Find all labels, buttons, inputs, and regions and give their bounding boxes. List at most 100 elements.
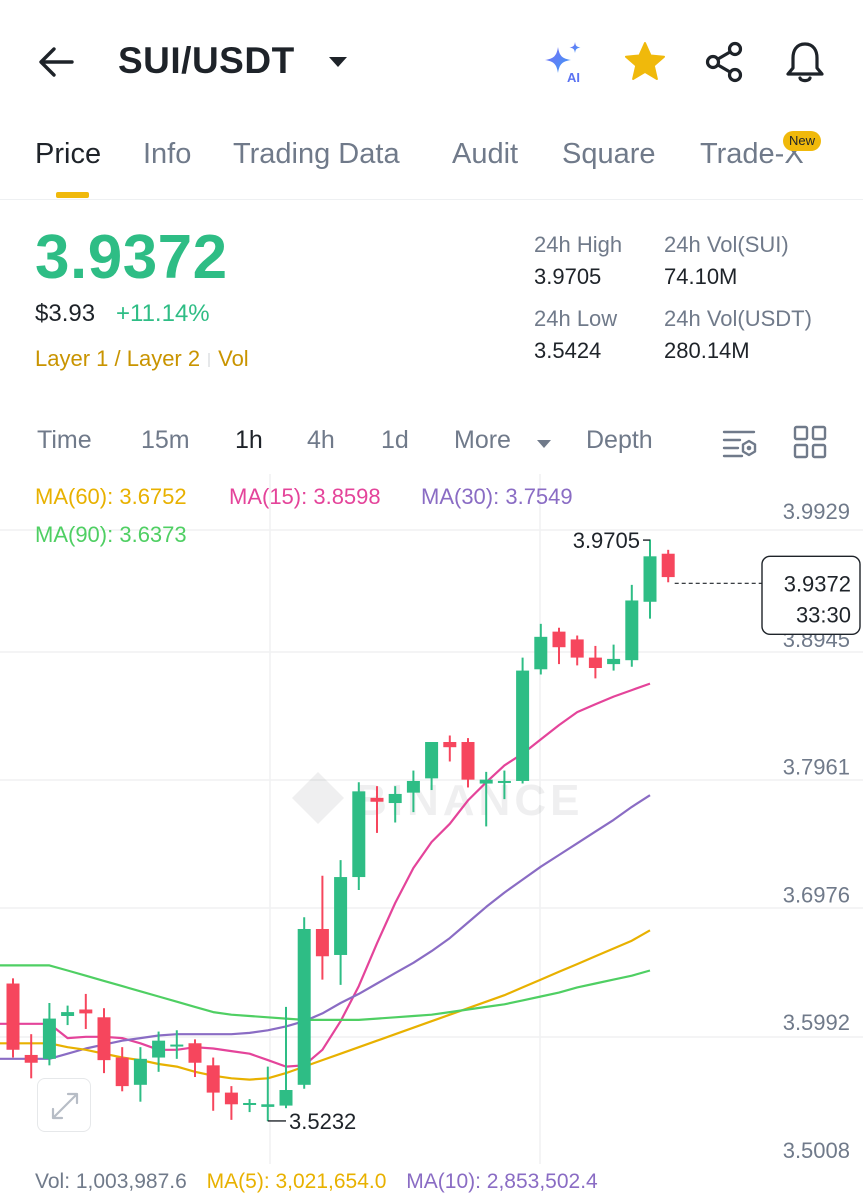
price-change-percent: +11.14%	[116, 300, 210, 327]
y-tick-label: 3.9929	[783, 499, 850, 524]
tag-category[interactable]: Layer 1 / Layer 2	[35, 346, 201, 371]
y-tick-label: 3.5008	[783, 1138, 850, 1163]
candle-body	[6, 983, 20, 1050]
candle-body	[625, 600, 639, 661]
candle-body	[352, 791, 366, 878]
candle-countdown: 33:30	[796, 602, 851, 627]
chevron-down-icon[interactable]	[536, 438, 552, 450]
candle-body	[24, 1054, 38, 1063]
candle-body	[188, 1043, 202, 1063]
candle-body	[115, 1057, 129, 1087]
candle-body	[370, 797, 384, 802]
price-chart[interactable]: BINANCE3.99293.89453.79613.69763.59923.5…	[0, 474, 863, 1200]
top-bar: SUI/USDT AI	[0, 0, 863, 120]
candle-body	[315, 928, 329, 957]
watermark-logo	[292, 772, 344, 824]
star-icon[interactable]	[621, 38, 669, 86]
candle-body	[97, 1017, 111, 1061]
candle-body	[170, 1044, 184, 1047]
y-tick-label: 3.5992	[783, 1010, 850, 1035]
tab-trading-data[interactable]: Trading Data	[233, 138, 400, 170]
candle-body	[643, 556, 657, 602]
vol-base-value: 74.10M	[664, 264, 738, 289]
low-label: 24h Low	[534, 306, 618, 331]
fullscreen-button[interactable]	[37, 1078, 91, 1132]
active-tab-indicator	[56, 192, 89, 198]
ma-line-ma30	[0, 794, 651, 1060]
ma15-label: MA(15): 3.8598	[229, 484, 381, 509]
interval-depth[interactable]: Depth	[586, 426, 653, 454]
candle-body	[425, 742, 439, 779]
volume-summary: Vol: 1,003,987.6 MA(5): 3,021,654.0 MA(1…	[35, 1170, 598, 1194]
share-icon[interactable]	[701, 38, 749, 86]
ma-line-ma15	[0, 682, 651, 1068]
candle-body	[461, 742, 475, 780]
usd-price: $3.93	[35, 300, 96, 327]
candle-body	[61, 1012, 75, 1016]
tab-price[interactable]: Price	[35, 138, 102, 170]
candle-body	[133, 1058, 147, 1085]
tab-info[interactable]: Info	[143, 138, 192, 170]
chevron-down-icon[interactable]	[326, 52, 350, 72]
current-price-label: 3.9372	[784, 571, 851, 596]
candle-body	[79, 1009, 93, 1014]
vol-quote-value: 280.14M	[664, 338, 750, 363]
interval-4h[interactable]: 4h	[307, 426, 335, 454]
candle-body	[588, 657, 602, 668]
candle-body	[243, 1102, 257, 1105]
vol-quote-label: 24h Vol(USDT)	[664, 306, 812, 331]
tab-audit[interactable]: Audit	[452, 138, 519, 170]
candle-body	[516, 670, 530, 781]
candle-body	[497, 780, 511, 783]
candle-body	[206, 1065, 220, 1093]
candle-body	[406, 780, 420, 793]
tag-vol[interactable]: Vol	[218, 346, 249, 371]
candle-body	[552, 631, 566, 648]
y-tick-label: 3.6976	[783, 882, 850, 907]
candle-body	[534, 636, 548, 670]
ma-line-ma90	[0, 964, 651, 1022]
high-marker-label: 3.9705	[573, 528, 640, 553]
candle-body	[279, 1090, 293, 1106]
interval-more[interactable]: More	[454, 426, 511, 454]
candle-body	[261, 1104, 275, 1107]
candle-body	[443, 742, 457, 748]
back-arrow-icon[interactable]	[34, 40, 78, 84]
pair-title[interactable]: SUI/USDT	[118, 40, 295, 81]
ai-sparkle-icon[interactable]: AI	[541, 38, 589, 86]
interval-time[interactable]: Time	[37, 426, 92, 454]
ma90-label: MA(90): 3.6373	[35, 522, 187, 547]
expand-icon	[51, 1092, 79, 1120]
vol-base-label: 24h Vol(SUI)	[664, 232, 789, 257]
candle-body	[42, 1018, 56, 1059]
last-price: 3.9372	[35, 223, 228, 292]
low-value: 3.5424	[534, 338, 602, 363]
candle-body	[607, 658, 621, 665]
interval-1h[interactable]: 1h	[235, 426, 263, 454]
candle-body	[388, 793, 402, 804]
grid-layout-icon[interactable]	[790, 422, 830, 462]
ma30-label: MA(30): 3.7549	[421, 484, 573, 509]
tag-row: Layer 1 / Layer 2 Vol	[35, 346, 249, 372]
candle-body	[334, 877, 348, 955]
high-value: 3.9705	[534, 264, 602, 289]
tab-bar: Price Info Trading Data Audit Square Tra…	[0, 130, 863, 200]
new-badge: New	[783, 131, 822, 151]
volume-ma5: MA(5): 3,021,654.0	[206, 1170, 387, 1193]
candle-body	[224, 1092, 238, 1105]
interval-15m[interactable]: 15m	[141, 426, 190, 454]
candle-body	[479, 779, 493, 784]
high-label: 24h High	[534, 232, 623, 257]
bell-icon[interactable]	[781, 38, 829, 86]
candle-body	[152, 1040, 166, 1058]
tab-square[interactable]: Square	[562, 138, 656, 170]
interval-bar: Time 15m 1h 4h 1d More Depth	[0, 420, 863, 464]
interval-1d[interactable]: 1d	[381, 426, 409, 454]
volume-ma10: MA(10): 2,853,502.4	[406, 1170, 598, 1193]
low-marker-label: 3.5232	[289, 1109, 356, 1134]
candle-body	[297, 928, 311, 1085]
y-tick-label: 3.7961	[783, 755, 850, 780]
ma60-label: MA(60): 3.6752	[35, 484, 187, 509]
chart-settings-icon[interactable]	[720, 422, 760, 462]
volume-value: Vol: 1,003,987.6	[35, 1170, 187, 1193]
